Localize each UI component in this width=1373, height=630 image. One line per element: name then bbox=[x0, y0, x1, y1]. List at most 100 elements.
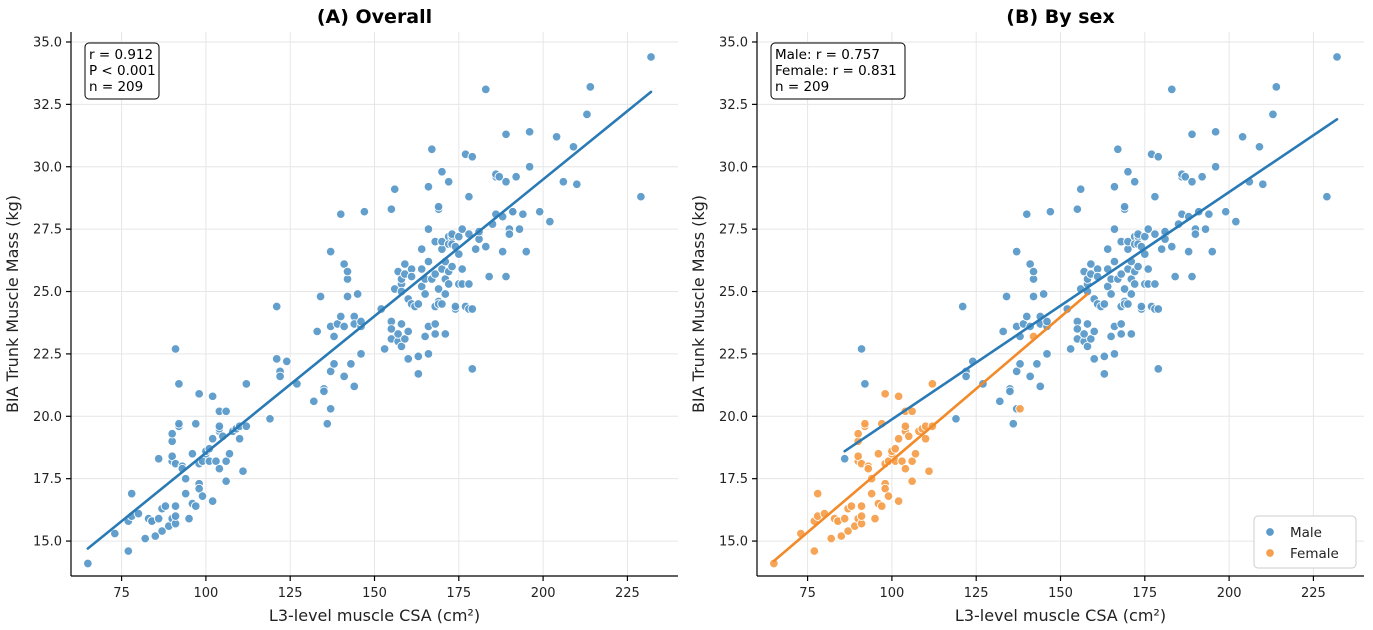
data-point bbox=[393, 329, 403, 339]
data-point bbox=[379, 344, 390, 354]
data-point bbox=[450, 301, 461, 312]
data-point bbox=[863, 463, 874, 474]
data-point bbox=[1237, 132, 1248, 142]
data-point bbox=[271, 354, 282, 364]
y-tick-label: 32.5 bbox=[33, 98, 62, 113]
data-point bbox=[1197, 171, 1207, 182]
data-point bbox=[1156, 244, 1167, 254]
data-point bbox=[437, 299, 447, 309]
legend-label: Female bbox=[1290, 546, 1339, 562]
x-tick-label: 150 bbox=[362, 586, 387, 601]
data-point bbox=[843, 526, 853, 536]
data-point bbox=[501, 176, 511, 187]
data-point bbox=[900, 463, 911, 474]
data-point bbox=[812, 488, 823, 499]
data-point bbox=[356, 349, 366, 359]
data-point bbox=[1102, 244, 1113, 254]
data-point bbox=[534, 206, 545, 217]
data-point bbox=[194, 389, 204, 399]
data-point bbox=[1170, 271, 1180, 282]
data-point bbox=[826, 533, 836, 544]
y-tick-label: 30.0 bbox=[33, 160, 62, 175]
data-point bbox=[1143, 224, 1153, 234]
x-tick-label: 175 bbox=[446, 586, 471, 601]
data-point bbox=[126, 488, 137, 499]
data-point bbox=[524, 127, 535, 137]
data-point bbox=[582, 109, 592, 120]
data-point bbox=[464, 279, 474, 289]
data-point bbox=[893, 391, 904, 402]
data-point bbox=[403, 326, 413, 337]
data-point bbox=[1271, 82, 1282, 92]
data-point bbox=[1204, 209, 1214, 219]
data-point bbox=[150, 531, 161, 541]
data-point bbox=[856, 511, 867, 521]
x-tick-label: 75 bbox=[799, 586, 816, 601]
data-point bbox=[110, 528, 120, 539]
data-point bbox=[423, 349, 434, 359]
x-tick-label: 225 bbox=[1301, 586, 1326, 601]
data-point bbox=[123, 546, 134, 556]
data-point bbox=[568, 142, 579, 152]
data-point bbox=[1028, 266, 1039, 277]
data-point bbox=[1150, 229, 1160, 239]
data-point bbox=[585, 82, 596, 92]
data-point bbox=[927, 379, 938, 389]
data-point bbox=[1200, 224, 1211, 234]
data-point bbox=[873, 448, 884, 459]
stats-box bbox=[84, 42, 160, 100]
data-point bbox=[440, 289, 451, 299]
data-point bbox=[514, 224, 525, 234]
x-tick-label: 100 bbox=[193, 586, 218, 601]
data-point bbox=[325, 246, 336, 257]
data-point bbox=[433, 201, 444, 212]
data-point bbox=[423, 181, 434, 192]
y-tick-label: 25.0 bbox=[719, 285, 748, 300]
data-point bbox=[1015, 359, 1025, 369]
data-point bbox=[1038, 289, 1049, 299]
data-point bbox=[174, 419, 184, 429]
regression-line bbox=[843, 118, 1339, 453]
y-tick-label: 20.0 bbox=[719, 410, 748, 425]
data-point bbox=[346, 359, 356, 369]
data-point bbox=[433, 284, 444, 294]
data-point bbox=[467, 304, 478, 314]
data-point bbox=[413, 351, 424, 362]
data-point bbox=[1187, 271, 1197, 282]
data-point bbox=[1042, 316, 1052, 327]
data-point bbox=[508, 206, 518, 217]
data-point bbox=[836, 531, 847, 541]
data-point bbox=[518, 209, 528, 219]
x-axis-label: L3-level muscle CSA (cm²) bbox=[955, 606, 1166, 625]
data-point bbox=[1187, 176, 1197, 187]
data-point bbox=[221, 406, 231, 417]
data-point bbox=[133, 508, 144, 519]
data-point bbox=[1079, 329, 1089, 339]
data-point bbox=[1116, 269, 1126, 279]
y-tick-label: 15.0 bbox=[33, 535, 62, 550]
data-point bbox=[1254, 142, 1265, 152]
data-point bbox=[403, 354, 413, 364]
data-point bbox=[1109, 256, 1120, 267]
data-point bbox=[1129, 176, 1140, 187]
data-point bbox=[454, 249, 464, 259]
data-point bbox=[1042, 349, 1052, 359]
data-point bbox=[336, 209, 346, 219]
data-point bbox=[1258, 179, 1268, 189]
data-point bbox=[1119, 201, 1130, 212]
legend-marker bbox=[1265, 527, 1275, 537]
data-point bbox=[957, 301, 968, 312]
data-point bbox=[484, 271, 494, 282]
data-point bbox=[170, 511, 181, 521]
data-point bbox=[214, 463, 225, 474]
data-point bbox=[423, 224, 434, 234]
legend bbox=[1253, 515, 1357, 569]
stats-box bbox=[770, 42, 906, 100]
y-tick-label: 15.0 bbox=[719, 535, 748, 550]
data-point bbox=[839, 513, 850, 524]
data-point bbox=[1099, 369, 1110, 379]
y-tick-label: 22.5 bbox=[33, 347, 62, 362]
data-point bbox=[860, 379, 870, 389]
data-point bbox=[1113, 144, 1123, 155]
data-point bbox=[1089, 354, 1099, 364]
